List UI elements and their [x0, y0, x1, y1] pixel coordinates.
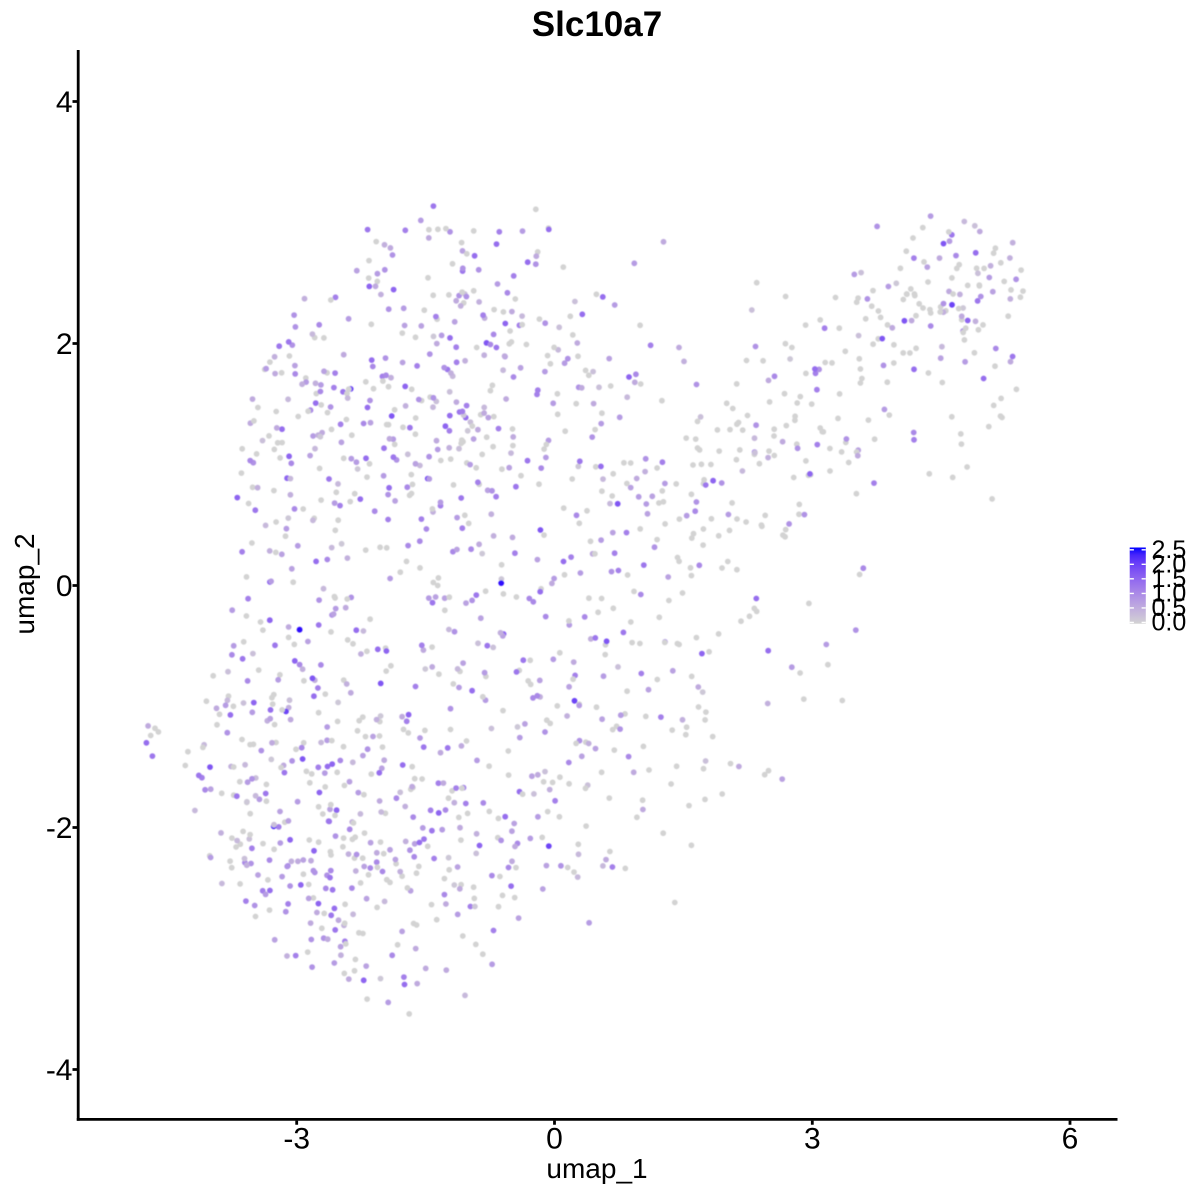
svg-text:-2: -2	[46, 812, 73, 845]
svg-text:umap_2: umap_2	[9, 533, 40, 634]
svg-text:6: 6	[1062, 1123, 1079, 1156]
svg-text:2.0: 2.0	[1152, 550, 1187, 578]
svg-text:-3: -3	[283, 1123, 310, 1156]
svg-text:0: 0	[546, 1123, 563, 1156]
svg-text:1.0: 1.0	[1152, 579, 1187, 607]
svg-text:0: 0	[56, 570, 73, 603]
svg-text:0.0: 0.0	[1152, 608, 1187, 636]
svg-text:2.5: 2.5	[1152, 536, 1187, 564]
svg-text:0.5: 0.5	[1152, 594, 1187, 622]
svg-text:umap_1: umap_1	[546, 1153, 647, 1184]
svg-text:2: 2	[56, 328, 73, 361]
svg-text:3: 3	[804, 1123, 821, 1156]
svg-text:-4: -4	[46, 1054, 73, 1087]
svg-text:Slc10a7: Slc10a7	[532, 5, 662, 44]
svg-text:1.5: 1.5	[1152, 565, 1187, 593]
svg-text:4: 4	[56, 86, 73, 119]
